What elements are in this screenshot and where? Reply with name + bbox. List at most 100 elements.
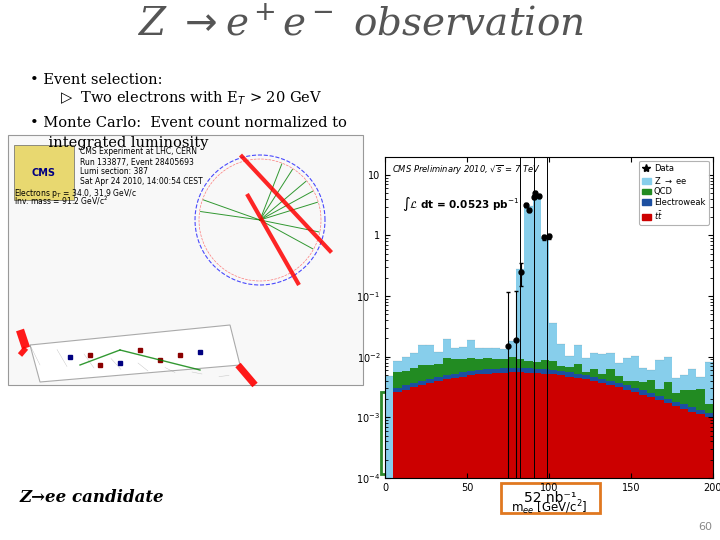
Bar [705,413,713,417]
FancyBboxPatch shape [501,483,600,513]
Bar [672,378,680,393]
Bar [672,393,680,402]
X-axis label: m$_{ee}$ [GeV/c$^2$]: m$_{ee}$ [GeV/c$^2$] [510,498,588,517]
Bar [606,353,615,369]
Bar [565,367,574,372]
Bar [582,380,590,540]
Bar [549,323,557,361]
Bar [647,370,655,380]
Bar [664,357,672,381]
Bar [664,381,672,399]
Bar [418,364,426,381]
Bar [418,381,426,385]
Text: #of candidate = 18: #of candidate = 18 [391,402,535,415]
Bar [606,385,615,540]
Bar [541,369,549,374]
Bar [598,354,606,374]
Bar [705,417,713,540]
Bar [524,368,533,373]
Text: Electrons p$_T$ = 34.0, 31.9 GeV/c: Electrons p$_T$ = 34.0, 31.9 GeV/c [14,186,137,199]
Bar [426,365,434,379]
Bar [647,397,655,540]
Text: $\triangleright$  Two electrons with E$_T$ > 20 GeV: $\triangleright$ Two electrons with E$_T… [60,89,323,107]
Bar [582,372,590,375]
Bar [385,376,393,490]
Bar [623,358,631,381]
Bar [467,371,475,375]
Bar [516,373,524,540]
Bar [574,374,582,378]
Text: Lumi section: 387: Lumi section: 387 [80,167,148,177]
Bar [631,381,639,388]
Bar [451,378,459,540]
Bar [402,386,410,390]
Bar [443,380,451,540]
Bar [631,388,639,392]
Bar [574,378,582,540]
FancyBboxPatch shape [381,392,705,474]
Bar [410,368,418,383]
Bar [385,490,393,534]
Bar [557,366,565,371]
Bar [533,195,541,362]
Bar [582,358,590,372]
Bar [467,375,475,540]
Bar [426,345,434,365]
Text: Sat Apr 24 2010, 14:00:54 CEST: Sat Apr 24 2010, 14:00:54 CEST [80,178,202,186]
FancyBboxPatch shape [8,135,363,385]
Bar [533,369,541,373]
Bar [688,411,696,540]
Bar [664,399,672,403]
Bar [500,373,508,540]
Bar [500,368,508,373]
Bar [508,341,516,357]
Bar [549,361,557,370]
Bar [557,375,565,540]
Bar [696,377,705,389]
Bar [426,383,434,540]
Bar [500,359,508,368]
Bar [680,375,688,390]
Bar [459,347,467,359]
Text: Inv. mass = 91.2 GeV/c$^2$: Inv. mass = 91.2 GeV/c$^2$ [14,195,108,207]
Bar [516,368,524,373]
Bar [655,400,664,540]
Bar [484,358,492,369]
Bar [680,390,688,404]
Bar [655,360,664,389]
Bar [688,390,696,407]
Bar [606,369,615,381]
Bar [549,370,557,374]
Bar [615,383,623,387]
Text: #of expected signal  = 19: #of expected signal = 19 [391,424,591,437]
Legend: Data, Z $\rightarrow$ ee, QCD, Electroweak, $t\bar{t}$: Data, Z $\rightarrow$ ee, QCD, Electrowe… [639,161,708,225]
Bar [590,353,598,368]
Bar [443,358,451,375]
Bar [680,409,688,540]
Bar [598,383,606,540]
Bar [508,373,516,540]
Bar [688,407,696,411]
Text: 52 nb⁻¹: 52 nb⁻¹ [523,491,576,505]
Bar [492,373,500,540]
Bar [524,361,533,368]
Bar [434,377,443,381]
Bar [590,377,598,381]
Bar [582,375,590,380]
Bar [598,379,606,383]
Bar [434,381,443,540]
Bar [533,362,541,369]
Bar [475,370,484,374]
Text: #of expected background  = 0.8: #of expected background = 0.8 [391,446,631,459]
Bar [467,340,475,358]
Bar [639,382,647,390]
Bar [705,404,713,413]
Bar [639,390,647,395]
Bar [508,357,516,368]
Bar [475,348,484,359]
Bar [631,392,639,540]
Bar [475,374,484,540]
Bar [647,393,655,397]
Bar [402,390,410,540]
Bar [459,376,467,540]
